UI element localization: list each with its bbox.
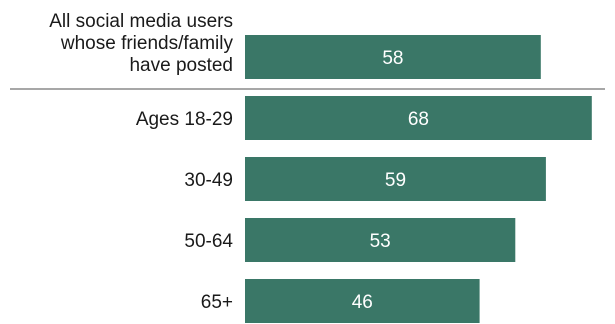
bar-4 xyxy=(245,279,480,323)
bar-1 xyxy=(245,96,592,140)
category-label-line: All social media users xyxy=(49,11,233,32)
category-label-4: 65+ xyxy=(201,292,233,313)
value-label-2: 59 xyxy=(385,170,406,191)
value-label-4: 46 xyxy=(352,292,373,313)
category-label-line: 50-64 xyxy=(184,231,233,252)
value-label-0: 58 xyxy=(382,48,403,69)
category-label-line: Ages 18-29 xyxy=(136,109,233,130)
category-label-line: have posted xyxy=(129,55,233,76)
category-label-0: All social media users whose friends/fami… xyxy=(49,11,233,76)
category-label-line: 30-49 xyxy=(184,170,233,191)
category-label-2: 30-49 xyxy=(184,170,233,191)
value-label-1: 68 xyxy=(408,109,429,130)
category-label-1: Ages 18-29 xyxy=(136,109,233,130)
bar-2 xyxy=(245,157,546,201)
bar-0 xyxy=(245,35,541,79)
category-label-line: whose friends/family xyxy=(60,33,234,54)
category-label-3: 50-64 xyxy=(184,231,233,252)
value-label-3: 53 xyxy=(370,231,391,252)
bar-3 xyxy=(245,218,516,262)
category-label-line: 65+ xyxy=(201,292,233,313)
